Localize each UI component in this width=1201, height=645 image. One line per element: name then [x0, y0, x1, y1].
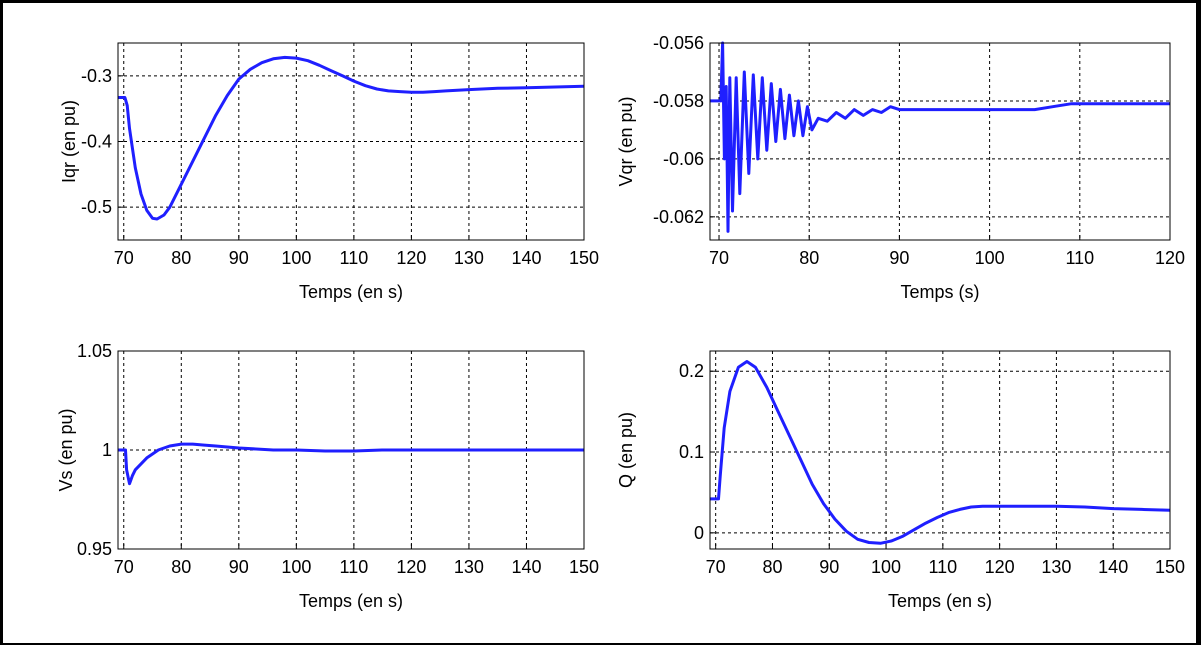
- x-tick-label: 120: [396, 248, 426, 268]
- x-tick-label: 150: [1155, 557, 1185, 577]
- x-tick-label: 110: [928, 557, 957, 577]
- y-axis-label: Q (en pu): [616, 412, 636, 488]
- x-tick-label: 150: [569, 248, 599, 268]
- y-tick-label: 0: [694, 523, 704, 543]
- y-tick-label: -0.062: [653, 207, 704, 227]
- y-tick-label: -0.058: [653, 91, 704, 111]
- x-tick-label: 100: [975, 248, 1005, 268]
- x-tick-label: 120: [396, 557, 426, 577]
- x-axis-label: Temps (en s): [888, 591, 992, 611]
- series-line: [710, 41, 1170, 233]
- x-tick-label: 130: [1041, 557, 1071, 577]
- y-tick-label: -0.4: [81, 132, 112, 152]
- plot-area: [710, 43, 1170, 240]
- y-axis-label: Vqr (en pu): [616, 96, 636, 186]
- x-tick-label: 70: [114, 557, 134, 577]
- x-tick-label: 90: [229, 557, 249, 577]
- y-axis-label: Iqr (en pu): [59, 100, 79, 183]
- x-tick-label: 90: [889, 248, 909, 268]
- x-axis-label: Temps (en s): [299, 282, 403, 302]
- x-axis-label: Temps (s): [900, 282, 979, 302]
- x-tick-label: 110: [340, 557, 369, 577]
- x-tick-label: 120: [985, 557, 1015, 577]
- x-tick-label: 120: [1155, 248, 1185, 268]
- y-tick-label: 0.1: [679, 442, 704, 462]
- panel-q: 70 80 90 100 110 120 130 140 150 0 0.1 0.2 Temps (en…: [616, 350, 1185, 611]
- panel-iqr: 70 80 90 100 110 120 130 140 150 -0.3 -0.4 -0.5 Temp…: [59, 42, 599, 302]
- axes-box: [117, 42, 585, 241]
- x-tick-label: 70: [709, 248, 729, 268]
- x-tick-label: 90: [229, 248, 249, 268]
- x-tick-label: 100: [871, 557, 901, 577]
- y-tick-label: -0.056: [653, 33, 704, 53]
- x-tick-label: 70: [706, 557, 726, 577]
- x-tick-label: 80: [171, 557, 191, 577]
- x-tick-label: 140: [1098, 557, 1128, 577]
- x-tick-label: 150: [569, 557, 599, 577]
- x-tick-label: 110: [1065, 248, 1094, 268]
- x-tick-label: 70: [114, 248, 134, 268]
- panel-vs: 70 80 90 100 110 120 130 140 150 0.95 1 1.05 Temps (…: [56, 341, 599, 611]
- x-tick-label: 80: [799, 248, 819, 268]
- x-tick-label: 140: [511, 248, 541, 268]
- y-tick-label: -0.3: [81, 66, 112, 86]
- axes-box: [709, 42, 1171, 241]
- x-tick-label: 100: [281, 557, 311, 577]
- x-tick-label: 130: [454, 248, 484, 268]
- x-axis-label: Temps (en s): [299, 591, 403, 611]
- x-tick-label: 110: [340, 248, 369, 268]
- x-tick-label: 140: [511, 557, 541, 577]
- x-tick-label: 80: [171, 248, 191, 268]
- plot-area: [710, 351, 1170, 549]
- y-axis-label: Vs (en pu): [56, 408, 76, 491]
- x-tick-label: 100: [281, 248, 311, 268]
- y-tick-label: -0.06: [663, 149, 704, 169]
- x-tick-label: 130: [454, 557, 484, 577]
- series-line: [118, 442, 584, 486]
- plot-area: [118, 43, 584, 240]
- series-line: [118, 55, 585, 221]
- x-tick-label: 80: [762, 557, 782, 577]
- series-line: [710, 360, 1171, 545]
- x-tick-label: 90: [819, 557, 839, 577]
- y-tick-label: 0.95: [77, 539, 112, 559]
- panel-vqr: 70 80 90 100 110 120 -0.056 -0.058 -0.06 -0.062 Te…: [616, 33, 1185, 302]
- y-tick-label: 0.2: [679, 361, 704, 381]
- y-tick-label: 1.05: [77, 341, 112, 361]
- axes-box: [117, 350, 585, 550]
- y-tick-label: -0.5: [81, 197, 112, 217]
- y-tick-label: 1: [102, 440, 112, 460]
- axes-box: [709, 350, 1171, 550]
